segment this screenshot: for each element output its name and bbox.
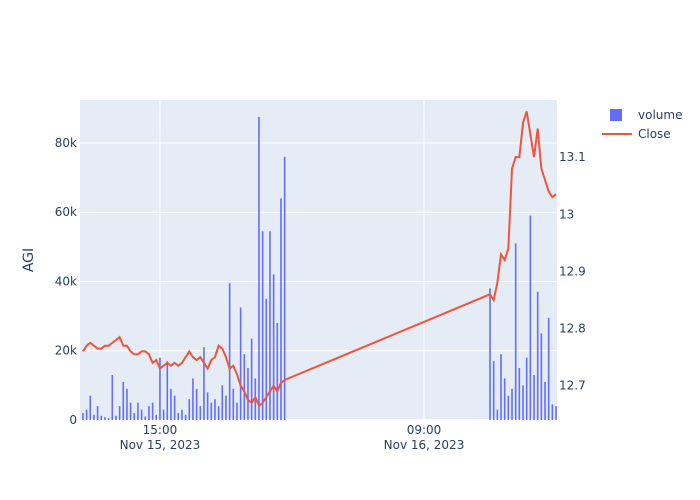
- x-tick-label: 15:00 Nov 15, 2023: [120, 423, 201, 452]
- bar: [221, 385, 224, 420]
- bar: [269, 231, 271, 420]
- bar: [96, 406, 99, 420]
- x-tick-label: 09:00 Nov 16, 2023: [384, 423, 465, 452]
- bar: [155, 414, 158, 420]
- bar: [511, 388, 513, 420]
- bar: [243, 354, 246, 420]
- bar: [159, 357, 161, 420]
- bar: [540, 333, 543, 420]
- bar: [536, 291, 539, 420]
- bar: [214, 399, 216, 420]
- bar: [170, 388, 172, 420]
- legend-swatch: [610, 109, 622, 121]
- bar: [247, 368, 249, 420]
- bar: [496, 409, 499, 420]
- bar: [111, 374, 114, 420]
- bar: [514, 243, 517, 420]
- bar: [122, 381, 125, 420]
- bar: [250, 338, 253, 420]
- bar: [166, 361, 169, 420]
- bar: [206, 392, 209, 420]
- bar: [89, 395, 92, 420]
- bar: [544, 381, 546, 420]
- bar: [148, 406, 150, 420]
- legend-label: Close: [638, 127, 671, 141]
- bar: [115, 415, 117, 420]
- bar: [137, 402, 139, 420]
- bar: [144, 416, 147, 420]
- y2-tick-label: 12.8: [559, 322, 586, 336]
- bar: [177, 413, 180, 420]
- bar: [522, 385, 524, 420]
- bar: [555, 406, 557, 420]
- bar: [129, 402, 132, 420]
- y-tick-label: 80k: [55, 136, 77, 150]
- bar: [107, 418, 110, 420]
- bar: [82, 413, 84, 420]
- bar: [217, 406, 220, 420]
- legend-label: volume: [638, 108, 682, 122]
- bar: [283, 156, 286, 420]
- bar: [280, 198, 282, 420]
- bar: [126, 388, 128, 420]
- bar: [93, 414, 95, 420]
- bar: [503, 378, 506, 420]
- bar: [181, 409, 183, 420]
- bar: [529, 215, 532, 420]
- bar: [173, 395, 176, 420]
- y-tick-label: 40k: [55, 274, 77, 288]
- bar: [551, 404, 554, 420]
- y2-tick-label: 12.7: [559, 379, 586, 393]
- bar: [188, 399, 191, 420]
- line: [82, 111, 557, 408]
- bar: [100, 415, 103, 420]
- bar: [265, 298, 268, 420]
- bar: [525, 357, 528, 420]
- y2-tick-label: 13: [559, 207, 574, 221]
- bar: [258, 116, 260, 420]
- bar: [133, 413, 136, 420]
- bar: [489, 288, 491, 420]
- y-tick-label: 60k: [55, 205, 77, 219]
- plot-background: [80, 100, 557, 420]
- bar: [192, 378, 194, 420]
- bar: [210, 402, 213, 420]
- bar: [184, 414, 187, 420]
- y-axis-title: AGI: [21, 248, 37, 272]
- bar: [507, 395, 510, 420]
- bar: [276, 323, 279, 420]
- bar: [500, 354, 502, 420]
- bar: [195, 388, 198, 420]
- bar: [236, 402, 238, 420]
- y2-tick-label: 13.1: [559, 150, 586, 164]
- bar: [533, 374, 535, 420]
- y-tick-label: 20k: [55, 344, 77, 358]
- y-tick-label: 0: [69, 413, 77, 427]
- bar: [140, 409, 143, 420]
- bar: [492, 361, 495, 420]
- bar: [151, 402, 154, 420]
- y2-tick-label: 12.9: [559, 264, 586, 278]
- bar: [272, 274, 275, 420]
- bar: [261, 231, 264, 420]
- bar: [199, 406, 202, 420]
- bar: [518, 368, 521, 420]
- bar: [203, 347, 205, 420]
- bar: [547, 317, 550, 420]
- bar: [239, 307, 242, 420]
- bar: [104, 417, 106, 420]
- bar: [162, 409, 165, 420]
- bar: [232, 388, 235, 420]
- bar: [228, 283, 231, 420]
- bar: [118, 406, 121, 420]
- bar: [85, 409, 88, 420]
- bar: [225, 395, 227, 420]
